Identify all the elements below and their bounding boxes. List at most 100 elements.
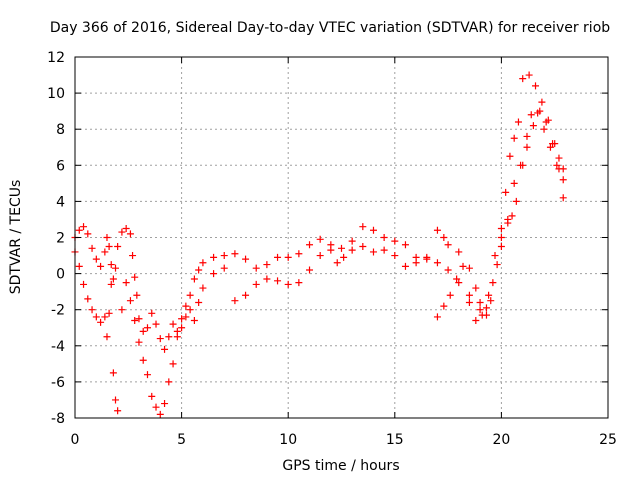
data-point (122, 279, 130, 287)
x-axis-label: GPS time / hours (282, 458, 399, 474)
data-point (295, 279, 303, 287)
data-point (553, 161, 561, 169)
data-point (97, 318, 105, 326)
data-point (401, 262, 409, 270)
x-tick-label: 20 (492, 432, 510, 448)
ticks (74, 56, 609, 419)
data-point (139, 356, 147, 364)
y-tick-label: 2 (56, 231, 65, 247)
data-point (455, 248, 463, 256)
data-point (502, 188, 510, 196)
data-point (327, 246, 335, 254)
data-point (126, 230, 134, 238)
data-point (107, 261, 115, 269)
data-point (380, 234, 388, 241)
data-point (148, 309, 156, 317)
data-point (444, 241, 452, 249)
data-point (527, 111, 535, 119)
x-tick-label: 10 (279, 432, 297, 448)
data-point (199, 284, 207, 292)
data-point (514, 118, 522, 126)
data-point (161, 400, 169, 408)
data-point (465, 264, 473, 272)
data-point (107, 280, 115, 288)
data-point (195, 298, 203, 306)
y-tick-label: -4 (51, 339, 65, 355)
data-point (103, 234, 111, 241)
data-point (478, 311, 486, 319)
data-point (252, 264, 260, 272)
data-point (112, 264, 120, 272)
data-point (152, 320, 160, 328)
data-point (359, 243, 367, 251)
data-point (135, 338, 143, 346)
y-tick-labels: -8 -6 -4 -2 0 2 4 6 8 10 12 (47, 50, 65, 427)
data-point (316, 235, 324, 243)
data-points (71, 71, 567, 418)
data-point (401, 241, 409, 249)
data-point (152, 403, 160, 411)
data-point (391, 252, 399, 260)
data-point (148, 392, 156, 400)
data-point (534, 109, 542, 117)
data-point (92, 255, 100, 263)
data-point (114, 407, 122, 415)
data-point (109, 369, 117, 377)
data-point (472, 317, 480, 325)
data-point (156, 335, 164, 343)
data-point (546, 143, 554, 151)
data-series-1 (71, 71, 567, 353)
data-point (231, 250, 239, 258)
data-point (195, 266, 203, 274)
data-point (114, 243, 122, 251)
data-point (369, 248, 377, 256)
data-point (295, 250, 303, 258)
data-point (92, 313, 100, 321)
data-point (242, 291, 250, 299)
data-point (306, 266, 314, 274)
data-point (423, 253, 431, 261)
data-point (84, 230, 92, 238)
data-point (497, 243, 505, 251)
data-point (161, 345, 169, 353)
data-point (333, 259, 341, 267)
data-point (555, 154, 563, 162)
x-tick-label: 15 (386, 432, 404, 448)
data-point (391, 237, 399, 245)
data-point (306, 241, 314, 249)
data-point (156, 410, 164, 418)
data-point (129, 252, 137, 260)
data-point (165, 333, 173, 341)
data-point (118, 306, 126, 314)
data-point (549, 140, 557, 148)
y-tick-label: 12 (47, 50, 65, 66)
data-point (131, 273, 139, 281)
data-point (242, 255, 250, 263)
data-point (118, 228, 126, 236)
data-point (169, 320, 177, 328)
data-point (525, 71, 533, 79)
data-point (506, 152, 514, 160)
data-point (284, 253, 292, 261)
data-point (101, 313, 109, 321)
data-point (519, 75, 527, 83)
x-tick-label: 0 (71, 432, 80, 448)
data-point (220, 252, 228, 260)
data-point (316, 252, 324, 260)
y-tick-label: 10 (47, 86, 65, 102)
data-point (122, 224, 130, 232)
y-tick-label: 6 (56, 158, 65, 174)
data-point (103, 333, 111, 341)
data-point (497, 224, 505, 232)
data-point (412, 259, 420, 267)
data-point (504, 219, 512, 227)
data-point (446, 291, 454, 299)
data-point (199, 259, 207, 267)
data-point (440, 302, 448, 310)
data-point (135, 315, 143, 323)
data-point (538, 98, 546, 106)
data-point (433, 313, 441, 321)
data-point (182, 313, 190, 321)
data-point (109, 275, 117, 283)
data-series-3 (433, 109, 567, 325)
